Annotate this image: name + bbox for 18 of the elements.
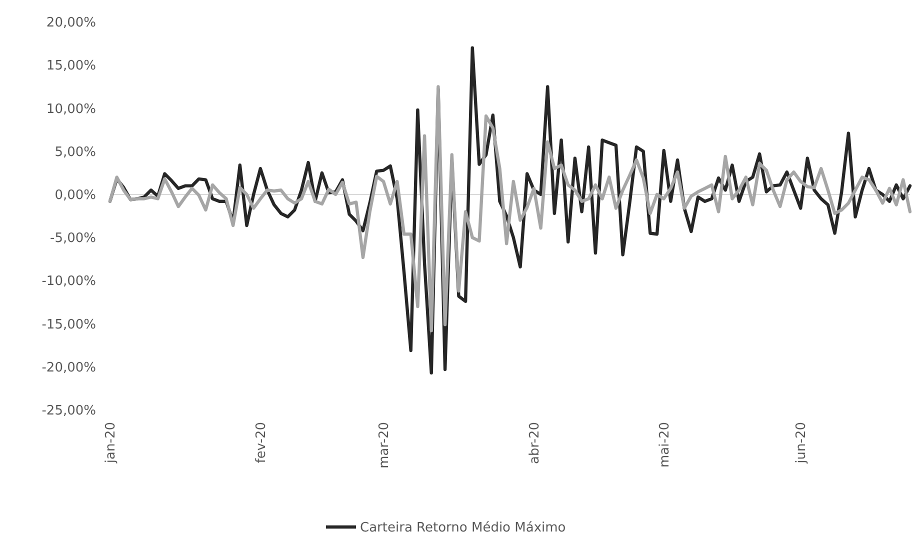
x-tick-label: jun-20 [794,422,810,464]
y-tick-label: -10,00% [42,274,96,290]
y-tick-label: -15,00% [42,317,96,332]
x-tick-label: fev-20 [254,422,269,464]
y-tick-label: -5,00% [50,231,96,246]
y-tick-label: 15,00% [46,58,96,74]
y-tick-label: 20,00% [46,16,96,31]
x-tick-label: abr-20 [527,422,542,464]
x-tick-label: jan-20 [104,422,119,464]
legend-label: Carteira Retorno Médio Máximo [360,520,566,536]
y-tick-label: -20,00% [42,360,96,376]
x-tick-label: mai-20 [657,422,672,468]
x-tick-label: mar-20 [377,422,392,468]
y-tick-label: 0,00% [54,188,96,203]
y-tick-label: 5,00% [54,144,96,160]
y-tick-label: 10,00% [46,102,96,117]
line-series [108,85,912,332]
y-tick-label: -25,00% [42,404,96,419]
